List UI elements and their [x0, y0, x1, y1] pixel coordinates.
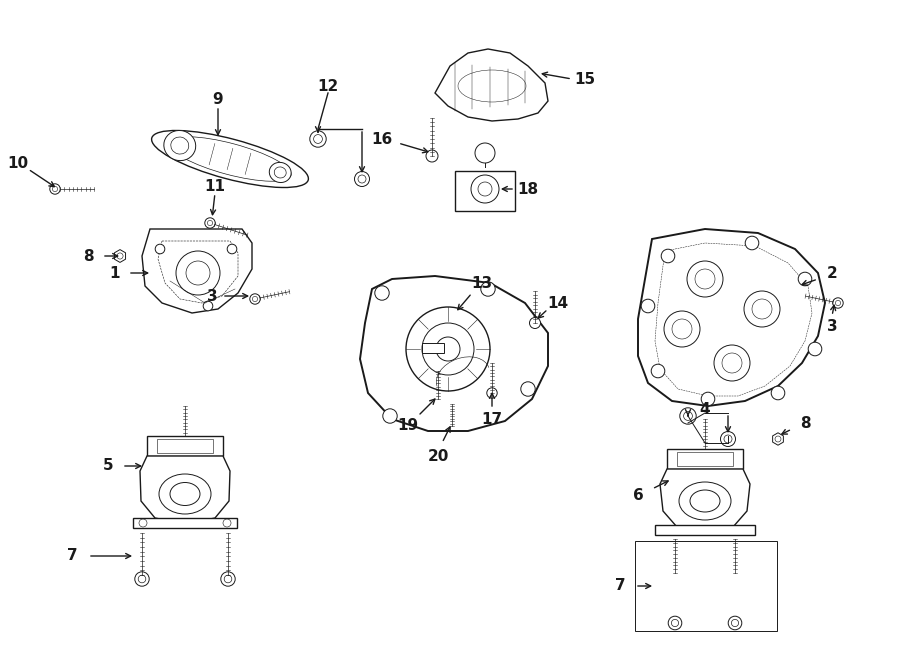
- Circle shape: [744, 291, 780, 327]
- Polygon shape: [772, 433, 783, 446]
- Ellipse shape: [269, 163, 292, 182]
- Polygon shape: [142, 229, 252, 313]
- Text: 10: 10: [7, 155, 29, 171]
- Bar: [635, 541, 777, 631]
- Circle shape: [701, 392, 715, 406]
- Text: 19: 19: [398, 418, 418, 434]
- Circle shape: [220, 572, 235, 586]
- Circle shape: [724, 435, 732, 443]
- Circle shape: [135, 572, 149, 586]
- Circle shape: [358, 175, 366, 183]
- Polygon shape: [660, 469, 750, 531]
- Circle shape: [471, 175, 499, 203]
- Circle shape: [50, 184, 60, 194]
- Text: 2: 2: [826, 266, 837, 280]
- Circle shape: [487, 388, 497, 398]
- Bar: [455, 171, 515, 211]
- Circle shape: [798, 272, 812, 286]
- Text: 7: 7: [67, 549, 77, 563]
- Bar: [655, 525, 755, 535]
- Text: 12: 12: [318, 79, 338, 93]
- Text: 20: 20: [428, 449, 449, 463]
- Text: 11: 11: [204, 178, 226, 194]
- Text: 9: 9: [212, 91, 223, 106]
- Circle shape: [529, 317, 541, 329]
- Circle shape: [426, 150, 438, 162]
- Text: 6: 6: [633, 488, 643, 504]
- Circle shape: [728, 616, 742, 630]
- Circle shape: [139, 575, 146, 583]
- Circle shape: [641, 299, 655, 313]
- Circle shape: [652, 364, 665, 378]
- Circle shape: [832, 298, 843, 308]
- Polygon shape: [140, 456, 230, 524]
- Circle shape: [521, 382, 535, 396]
- Ellipse shape: [151, 130, 309, 188]
- Text: 18: 18: [518, 182, 538, 196]
- Circle shape: [224, 575, 232, 583]
- Circle shape: [313, 135, 322, 143]
- Circle shape: [671, 619, 679, 627]
- Text: 7: 7: [615, 578, 626, 594]
- Circle shape: [117, 253, 123, 259]
- Circle shape: [203, 301, 212, 311]
- Circle shape: [355, 171, 370, 186]
- Circle shape: [714, 345, 750, 381]
- Text: 3: 3: [207, 288, 217, 303]
- Bar: [157, 439, 213, 453]
- Bar: [147, 436, 223, 456]
- Circle shape: [668, 616, 682, 630]
- Circle shape: [155, 244, 165, 254]
- Circle shape: [771, 386, 785, 400]
- Circle shape: [684, 412, 692, 420]
- Text: 1: 1: [110, 266, 121, 280]
- Text: 4: 4: [699, 401, 710, 416]
- Ellipse shape: [164, 130, 195, 161]
- Circle shape: [176, 251, 220, 295]
- Circle shape: [775, 436, 781, 442]
- Circle shape: [664, 311, 700, 347]
- Text: 17: 17: [482, 412, 502, 426]
- Circle shape: [406, 307, 490, 391]
- Circle shape: [310, 131, 326, 147]
- Text: 8: 8: [800, 416, 810, 430]
- Text: 15: 15: [574, 71, 596, 87]
- Polygon shape: [435, 49, 548, 121]
- Circle shape: [687, 261, 723, 297]
- Bar: [677, 452, 733, 466]
- Bar: [422, 343, 444, 353]
- Circle shape: [481, 282, 495, 296]
- Bar: [667, 449, 743, 469]
- Circle shape: [374, 286, 389, 300]
- Polygon shape: [114, 250, 125, 262]
- Text: 8: 8: [83, 249, 94, 264]
- Circle shape: [475, 143, 495, 163]
- Bar: [133, 518, 237, 528]
- Polygon shape: [638, 229, 825, 406]
- Circle shape: [732, 619, 739, 627]
- Text: 16: 16: [372, 132, 392, 147]
- Circle shape: [721, 432, 735, 446]
- Circle shape: [250, 293, 260, 304]
- Circle shape: [662, 249, 675, 263]
- Text: 13: 13: [472, 276, 492, 290]
- Circle shape: [382, 408, 397, 423]
- Polygon shape: [360, 276, 548, 431]
- Circle shape: [227, 244, 237, 254]
- Text: 5: 5: [103, 459, 113, 473]
- Circle shape: [680, 408, 697, 424]
- Circle shape: [745, 236, 759, 250]
- Circle shape: [808, 342, 822, 356]
- Text: 14: 14: [547, 295, 569, 311]
- Circle shape: [422, 323, 474, 375]
- Circle shape: [205, 218, 215, 228]
- Text: 3: 3: [827, 319, 837, 334]
